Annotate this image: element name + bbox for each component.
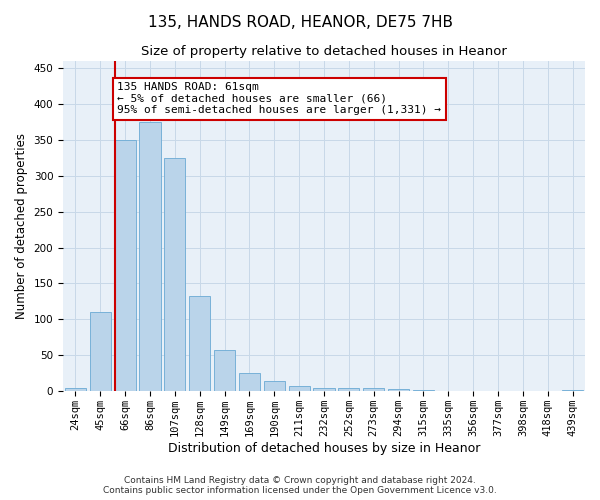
Bar <box>313 388 335 392</box>
X-axis label: Distribution of detached houses by size in Heanor: Distribution of detached houses by size … <box>168 442 480 455</box>
Bar <box>388 389 409 392</box>
Bar <box>189 296 210 392</box>
Text: 135 HANDS ROAD: 61sqm
← 5% of detached houses are smaller (66)
95% of semi-detac: 135 HANDS ROAD: 61sqm ← 5% of detached h… <box>117 82 441 116</box>
Bar <box>239 372 260 392</box>
Bar <box>65 388 86 392</box>
Bar <box>139 122 161 392</box>
Bar <box>562 390 583 392</box>
Bar <box>463 390 484 392</box>
Bar <box>363 388 384 392</box>
Bar <box>164 158 185 392</box>
Text: 135, HANDS ROAD, HEANOR, DE75 7HB: 135, HANDS ROAD, HEANOR, DE75 7HB <box>148 15 452 30</box>
Bar <box>289 386 310 392</box>
Bar <box>214 350 235 392</box>
Bar <box>264 381 285 392</box>
Title: Size of property relative to detached houses in Heanor: Size of property relative to detached ho… <box>141 45 507 58</box>
Bar <box>413 390 434 392</box>
Text: Contains HM Land Registry data © Crown copyright and database right 2024.
Contai: Contains HM Land Registry data © Crown c… <box>103 476 497 495</box>
Bar <box>115 140 136 392</box>
Bar <box>90 312 111 392</box>
Bar <box>338 388 359 392</box>
Bar <box>438 390 459 392</box>
Y-axis label: Number of detached properties: Number of detached properties <box>15 133 28 319</box>
